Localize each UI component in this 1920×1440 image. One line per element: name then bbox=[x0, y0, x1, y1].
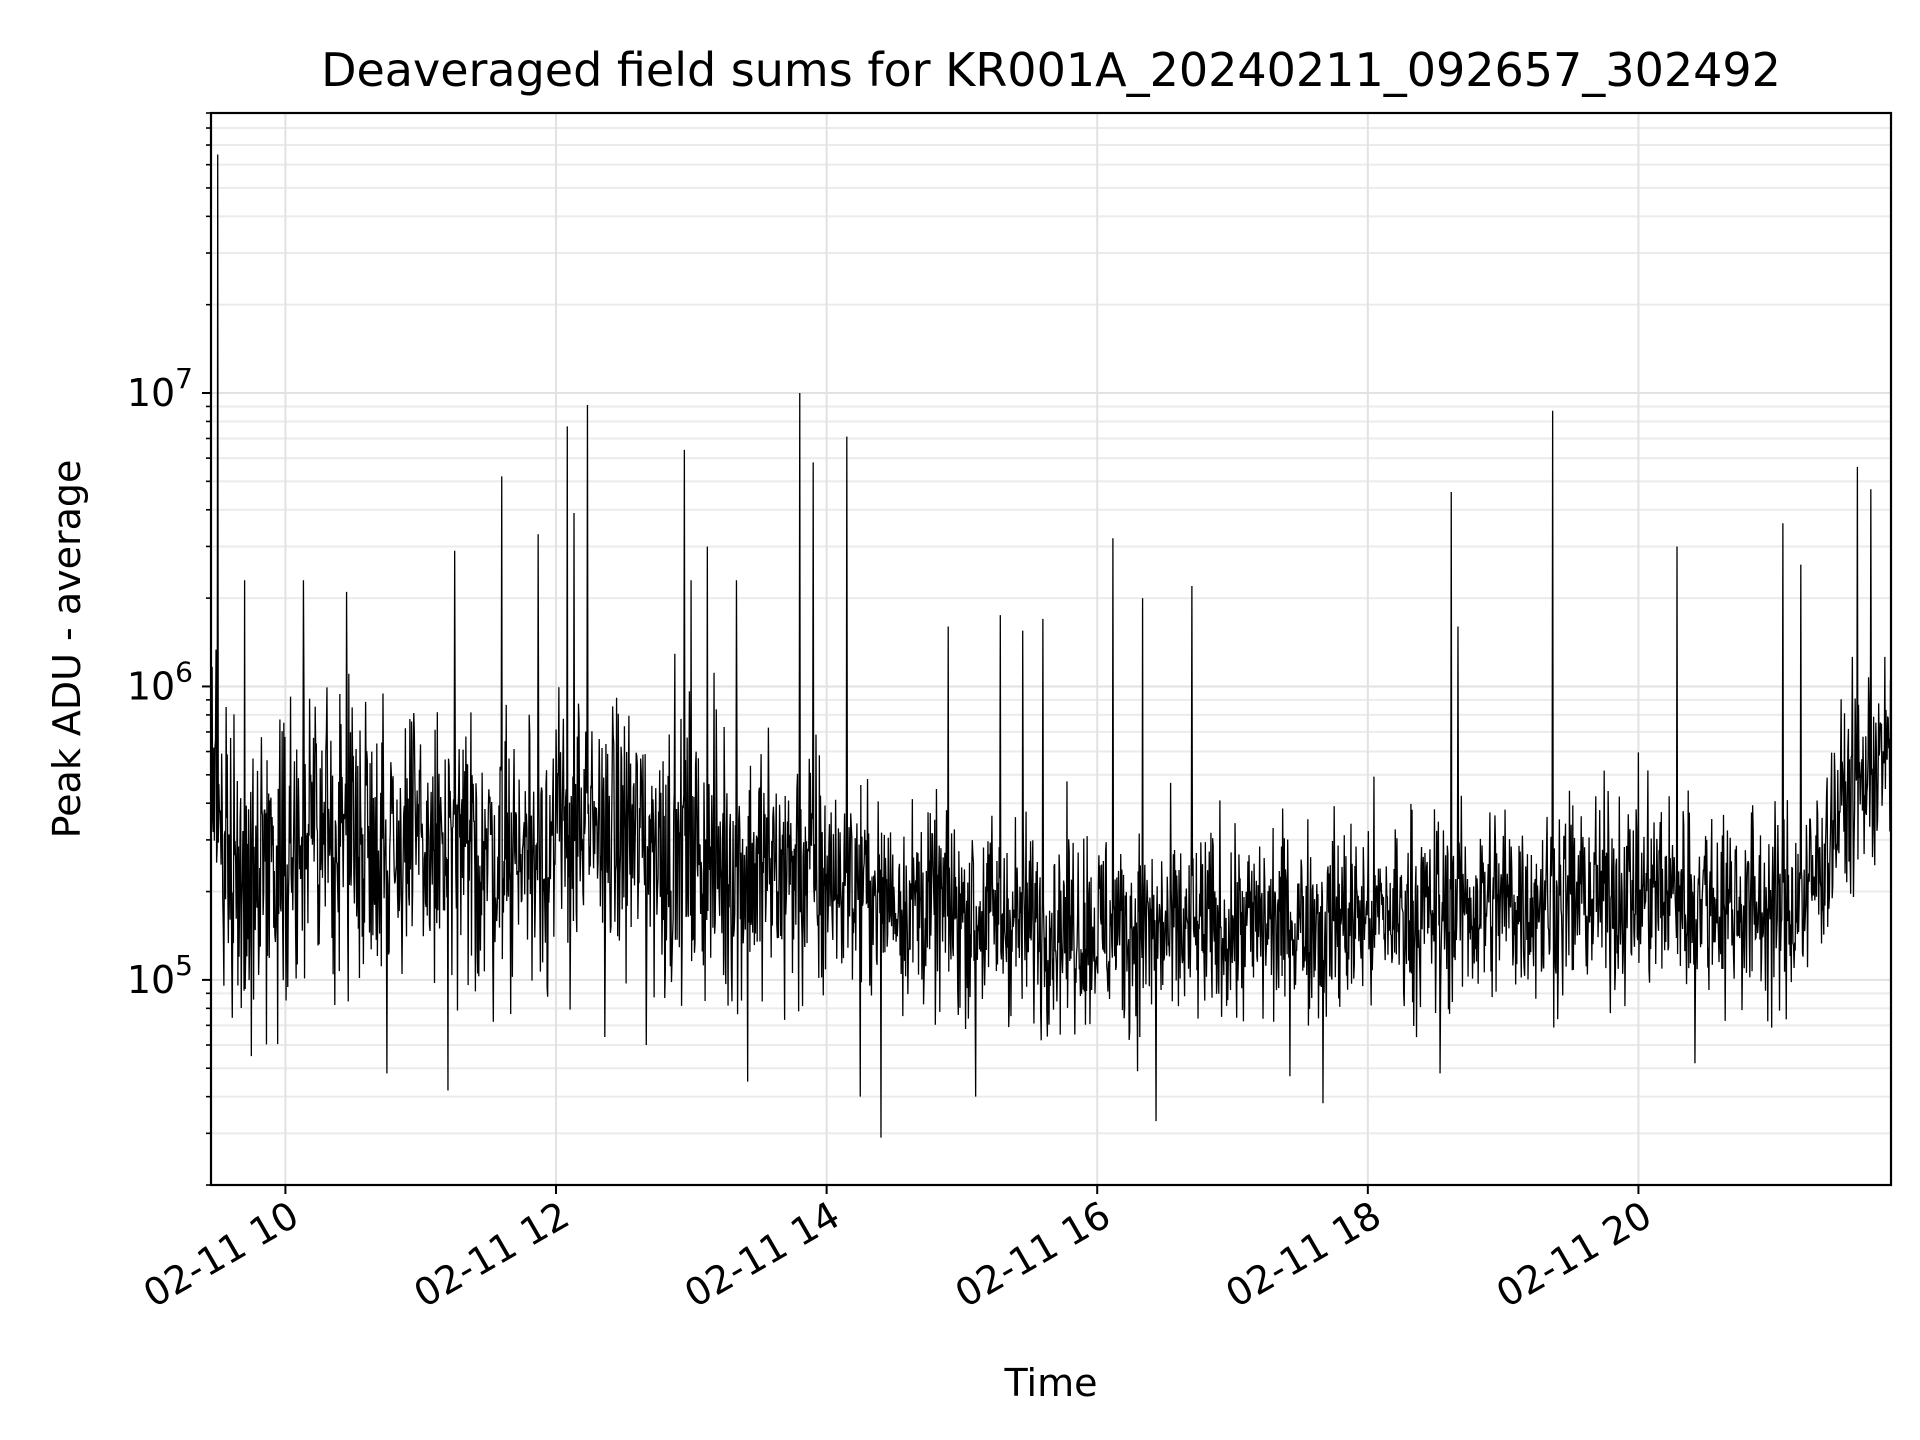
plot-frame bbox=[209, 111, 1893, 1187]
y-tick-label: 105 bbox=[127, 949, 193, 1002]
chart-title: Deaveraged field sums for KR001A_2024021… bbox=[321, 43, 1781, 97]
series-line bbox=[211, 154, 1891, 1138]
x-axis-label: Time bbox=[1004, 1361, 1098, 1405]
minor-grid bbox=[211, 112, 1891, 1186]
y-tick-label: 107 bbox=[127, 362, 193, 415]
series-line-group bbox=[211, 154, 1891, 1138]
y-axis-label: Peak ADU - average bbox=[45, 460, 89, 839]
y-axis: 105 106 107 bbox=[127, 112, 211, 1186]
major-grid bbox=[211, 113, 1891, 1185]
y-tick-label: 106 bbox=[127, 655, 193, 708]
